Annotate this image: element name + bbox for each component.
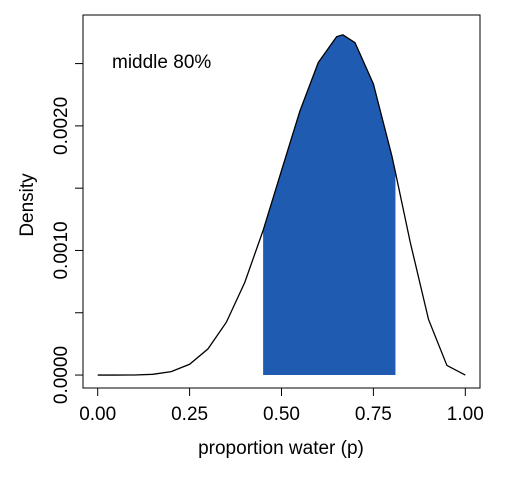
interval-area [263,34,396,376]
x-tick-label: 0.75 [355,404,392,425]
annotation: middle 80% [112,52,211,73]
x-tick-label: 1.00 [447,404,484,425]
density-line [97,34,466,376]
x-axis-label: proportion water (p) [198,438,364,459]
y-axis-label: Density [17,173,38,237]
y-tick-label: 0.0020 [51,97,72,155]
y-tick-label: 0.0000 [51,346,72,404]
x-tick-label: 0.50 [263,404,300,425]
x-tick-label: 0.25 [171,404,208,425]
x-tick-label: 0.00 [79,404,116,425]
y-tick-label: 0.0010 [51,221,72,279]
